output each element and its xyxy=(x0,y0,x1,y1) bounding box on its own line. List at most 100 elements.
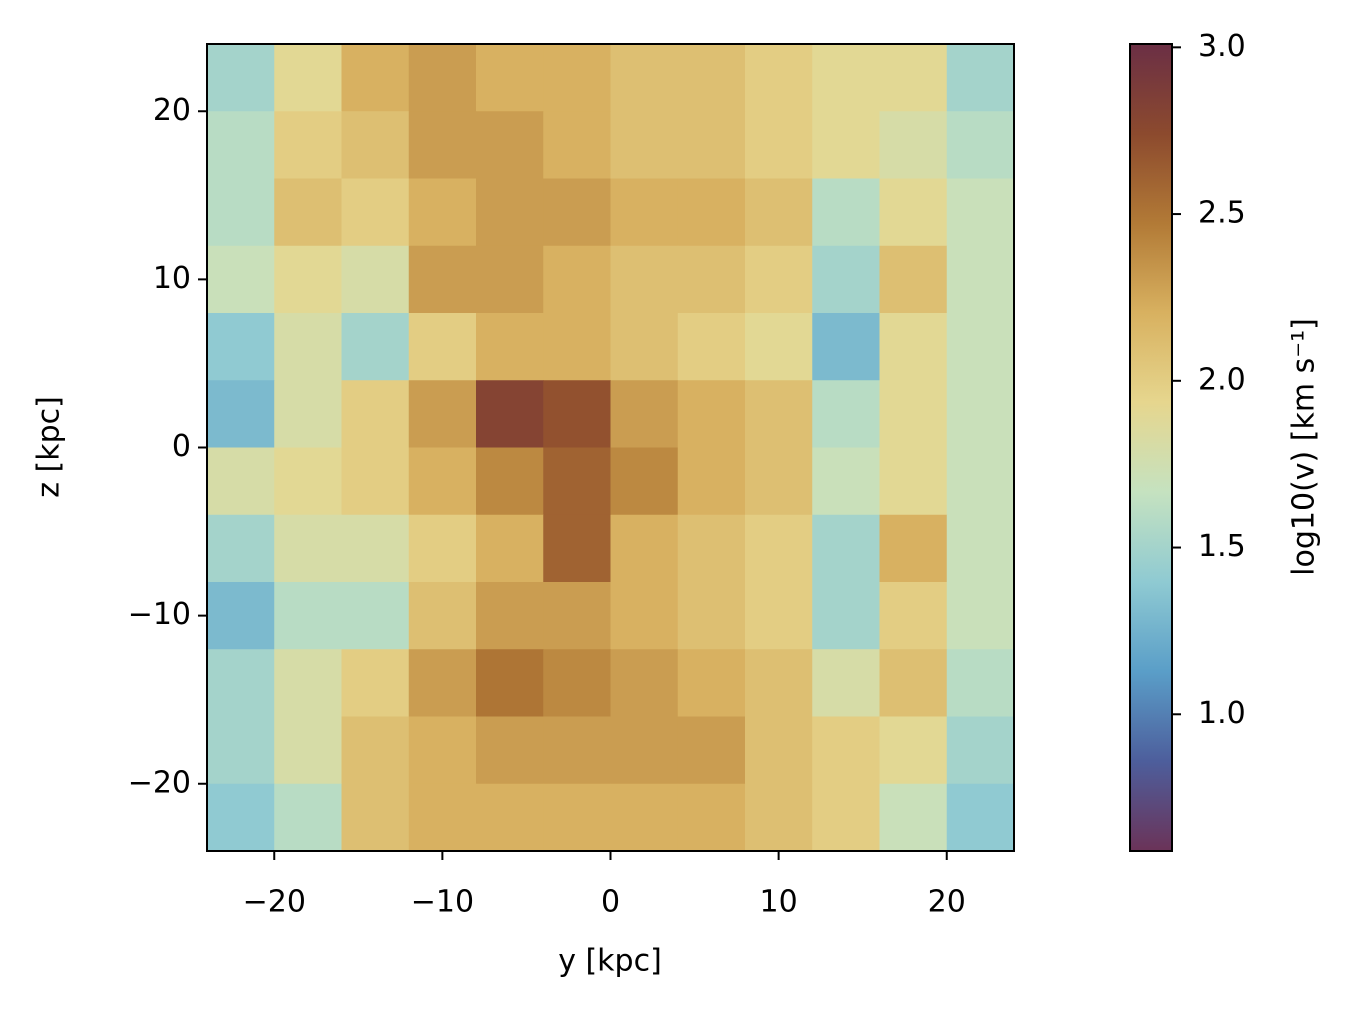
heatmap-cell xyxy=(207,178,275,247)
colorbar xyxy=(1129,43,1173,852)
heatmap-cell xyxy=(341,313,410,381)
heatmap-cell xyxy=(812,582,880,650)
heatmap-cell xyxy=(610,447,679,516)
heatmap-cell xyxy=(677,380,746,448)
heatmap-cell xyxy=(812,44,880,112)
heatmap-cell xyxy=(677,582,746,650)
heatmap-cell xyxy=(879,380,948,448)
heatmap-cell xyxy=(677,783,746,852)
heatmap-cell xyxy=(274,245,342,314)
heatmap-cell xyxy=(341,178,410,247)
heatmap-cell xyxy=(610,313,679,381)
heatmap-cell xyxy=(408,716,477,785)
heatmap-cell xyxy=(745,582,813,650)
heatmap-cell xyxy=(879,582,948,650)
heatmap-cell xyxy=(543,582,611,650)
heatmap-cell xyxy=(610,380,679,448)
heatmap-cell xyxy=(610,178,679,247)
heatmap-cell xyxy=(207,380,275,448)
heatmap-cell xyxy=(745,447,813,516)
x-tick-label: 20 xyxy=(928,885,966,920)
heatmap-cell xyxy=(677,313,746,381)
heatmap-cell xyxy=(677,245,746,314)
heatmap-cell xyxy=(408,783,477,852)
heatmap-cell xyxy=(745,111,813,179)
heatmap-cell xyxy=(341,245,410,314)
heatmap-cell xyxy=(408,245,477,314)
heatmap-cell xyxy=(408,313,477,381)
heatmap-cell xyxy=(745,783,813,852)
heatmap-cell xyxy=(543,313,611,381)
heatmap-cell xyxy=(341,783,410,852)
heatmap-cell xyxy=(610,111,679,179)
heatmap-cell xyxy=(207,245,275,314)
heatmap-cell xyxy=(745,380,813,448)
colorbar-tick-label: 1.0 xyxy=(1198,696,1246,731)
heatmap-cell xyxy=(812,380,880,448)
heatmap-cell xyxy=(274,313,342,381)
heatmap-cell xyxy=(341,44,410,112)
heatmap-cell xyxy=(543,514,611,583)
heatmap-cell xyxy=(946,44,1015,112)
heatmap-cell xyxy=(812,313,880,381)
heatmap-cell xyxy=(476,44,544,112)
heatmap-cell xyxy=(745,178,813,247)
heatmap-cell xyxy=(879,783,948,852)
heatmap-cell xyxy=(677,514,746,583)
heatmap-cell xyxy=(207,783,275,852)
heatmap-cell xyxy=(274,111,342,179)
heatmap-cell xyxy=(274,649,342,717)
heatmap-cell xyxy=(476,582,544,650)
heatmap-cell xyxy=(408,582,477,650)
heatmap-cell xyxy=(543,111,611,179)
heatmap-cell xyxy=(879,514,948,583)
heatmap-cell xyxy=(543,245,611,314)
heatmap-cell xyxy=(610,582,679,650)
heatmap-cell xyxy=(543,649,611,717)
heatmap-cell xyxy=(677,178,746,247)
heatmap-cell xyxy=(812,514,880,583)
y-tick-label: 10 xyxy=(153,261,191,296)
heatmap-cell xyxy=(745,716,813,785)
heatmap-cell xyxy=(946,716,1015,785)
heatmap-cell xyxy=(341,649,410,717)
heatmap-cell xyxy=(408,447,477,516)
heatmap-cell xyxy=(207,447,275,516)
heatmap-cell xyxy=(274,582,342,650)
colorbar-tick-label: 3.0 xyxy=(1198,29,1246,64)
heatmap-cell xyxy=(677,649,746,717)
heatmap-cell xyxy=(946,111,1015,179)
heatmap-cell xyxy=(274,178,342,247)
heatmap-cell xyxy=(745,245,813,314)
heatmap-cell xyxy=(341,380,410,448)
heatmap-cell xyxy=(543,178,611,247)
heatmap-cell xyxy=(341,514,410,583)
heatmap-cell xyxy=(476,380,544,448)
heatmap-cell xyxy=(274,514,342,583)
heatmap-cell xyxy=(812,649,880,717)
colorbar-tick-label: 2.5 xyxy=(1198,196,1246,231)
heatmap-cell xyxy=(207,514,275,583)
heatmap-cell xyxy=(745,514,813,583)
heatmap-cell xyxy=(274,447,342,516)
heatmap-cell xyxy=(476,716,544,785)
heatmap-cell xyxy=(408,380,477,448)
heatmap-cell xyxy=(879,245,948,314)
heatmap-cell xyxy=(207,313,275,381)
heatmap-cell xyxy=(543,44,611,112)
heatmap-cell xyxy=(610,783,679,852)
heatmap-cell xyxy=(476,111,544,179)
heatmap-cell xyxy=(408,44,477,112)
heatmap-cell xyxy=(610,44,679,112)
heatmap-cell xyxy=(476,649,544,717)
heatmap-cell xyxy=(341,582,410,650)
heatmap-cell xyxy=(408,514,477,583)
heatmap-cell xyxy=(408,111,477,179)
heatmap-cell xyxy=(946,514,1015,583)
colorbar-tick-label: 2.0 xyxy=(1198,362,1246,397)
heatmap-cell xyxy=(610,514,679,583)
heatmap-cell xyxy=(274,380,342,448)
heatmap-cell xyxy=(207,582,275,650)
x-axis-label: y [kpc] xyxy=(558,944,662,979)
